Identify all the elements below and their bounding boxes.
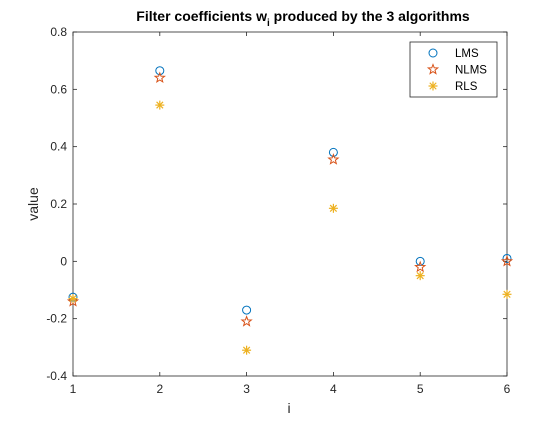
y-axis-label: value <box>25 187 41 221</box>
legend-box <box>409 41 498 98</box>
marker-stroke <box>416 272 424 280</box>
legend-marker <box>426 63 440 75</box>
series-rls <box>68 100 512 355</box>
data-point-lms <box>155 66 165 76</box>
data-point-lms <box>328 147 338 157</box>
x-tick-label: 5 <box>417 382 424 396</box>
y-tick-label: 0.4 <box>50 140 67 154</box>
legend-marker <box>428 48 438 58</box>
marker-stroke <box>503 290 511 298</box>
y-tick-label: -0.4 <box>46 369 67 383</box>
y-tick-label: -0.2 <box>46 312 67 326</box>
x-tick-label: 3 <box>243 382 250 396</box>
marker-stroke <box>69 294 77 303</box>
data-point-lms <box>502 253 512 263</box>
x-tick-label: 1 <box>70 382 77 396</box>
legend-marker <box>428 81 438 91</box>
legend-item-lms: LMS <box>428 48 479 60</box>
data-point-nlms <box>327 153 340 165</box>
legend-label: NLMS <box>455 65 487 77</box>
x-tick-label: 4 <box>330 382 337 396</box>
legend-label: LMS <box>455 48 479 60</box>
data-point-nlms <box>66 295 80 307</box>
legend: LMS NLMS RLS <box>409 41 498 98</box>
legend-item-rls: RLS <box>428 81 478 93</box>
x-axis-label: i <box>287 400 290 416</box>
data-point-lms <box>242 305 252 315</box>
data-point-rls <box>328 203 338 213</box>
data-point-nlms <box>500 254 514 267</box>
x-tick-label: 2 <box>156 382 163 396</box>
chart-title: Filter coefficients wi produced by the 3… <box>136 8 470 29</box>
legend-item-nlms: NLMS <box>426 63 487 77</box>
data-point-nlms <box>240 315 253 327</box>
data-point-rls <box>502 289 512 299</box>
y-tick-label: 0 <box>60 254 67 268</box>
data-point-nlms <box>414 260 427 273</box>
legend-label: RLS <box>455 81 478 93</box>
series-nlms <box>66 71 514 327</box>
data-point-rls <box>242 345 252 355</box>
data-point-rls <box>68 294 78 304</box>
marker-stroke <box>429 82 437 90</box>
marker-stroke <box>156 101 164 109</box>
data-marks <box>66 66 514 355</box>
marker-stroke <box>329 204 338 212</box>
y-tick-label: 0.8 <box>50 25 67 39</box>
data-point-rls <box>155 100 165 110</box>
x-tick-label: 6 <box>504 382 511 396</box>
y-tick-label: 0.2 <box>50 197 67 211</box>
data-point-rls <box>415 271 425 281</box>
data-point-nlms <box>153 71 166 84</box>
data-point-lms <box>415 256 425 266</box>
y-tick-label: 0.6 <box>50 82 67 96</box>
marker-stroke <box>242 346 251 354</box>
